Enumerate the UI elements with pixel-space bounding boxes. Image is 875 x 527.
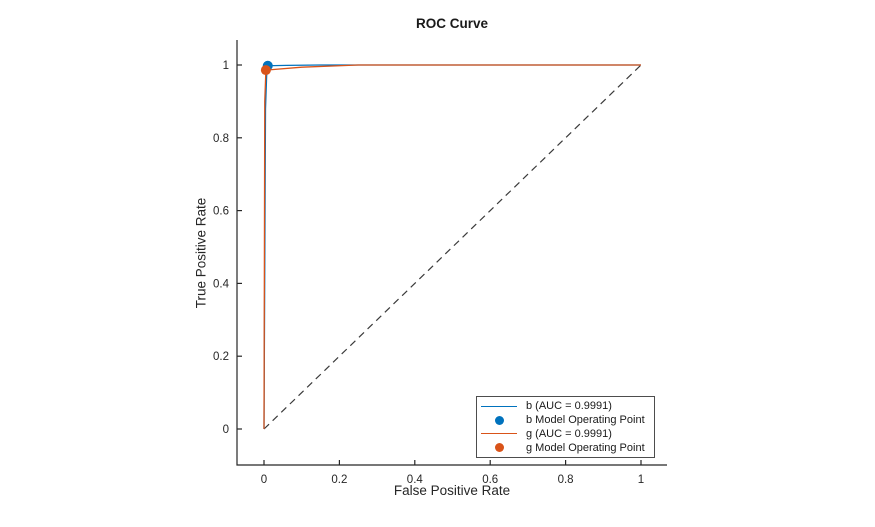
legend-entry: b (AUC = 0.9991)	[477, 400, 654, 413]
y-tick-label: 0.4	[213, 278, 230, 290]
y-tick-label: 1	[223, 60, 229, 72]
y-tick-label: 0.6	[213, 206, 229, 218]
y-tick-label: 0	[223, 424, 229, 436]
dot-sample	[494, 415, 504, 425]
x-axis-label: False Positive Rate	[393, 483, 511, 498]
axis-spines	[236, 40, 667, 466]
x-tick-label: 0.8	[558, 474, 574, 486]
legend-marker-icon	[477, 415, 521, 425]
x-tick-label: 0.2	[331, 474, 347, 486]
y-tick-label: 0.8	[213, 133, 229, 145]
y-tick-label: 0.2	[213, 351, 229, 363]
line-sample	[481, 405, 517, 407]
x-tick-label: 0.4	[407, 474, 424, 486]
roc-curve-g	[263, 64, 641, 430]
line-sample	[481, 433, 517, 435]
x-tick-label: 0	[261, 474, 267, 486]
chart-title: ROC Curve	[415, 16, 488, 31]
legend-entry: b Model Operating Point	[477, 414, 654, 427]
legend-entry-label: g Model Operating Point	[526, 441, 645, 454]
dot-sample	[494, 443, 504, 453]
legend-entry: g (AUC = 0.9991)	[477, 427, 654, 440]
operating-point-g	[260, 65, 271, 76]
legend-entry-label: b (AUC = 0.9991)	[526, 400, 612, 413]
legend-line-swatch	[477, 405, 521, 407]
legend-entry: g Model Operating Point	[477, 441, 654, 454]
legend-line-swatch	[477, 433, 521, 435]
legend-marker-icon	[477, 443, 521, 453]
y-axis-label: True Positive Rate	[193, 197, 209, 309]
legend: b (AUC = 0.9991) b Model Operating Point g…	[476, 396, 655, 458]
legend-entry-label: g (AUC = 0.9991)	[526, 427, 612, 440]
x-tick-label: 0.6	[482, 474, 498, 486]
chance-diagonal-line	[263, 64, 642, 430]
x-tick-label: 1	[638, 474, 644, 486]
legend-entry-label: b Model Operating Point	[526, 414, 645, 427]
